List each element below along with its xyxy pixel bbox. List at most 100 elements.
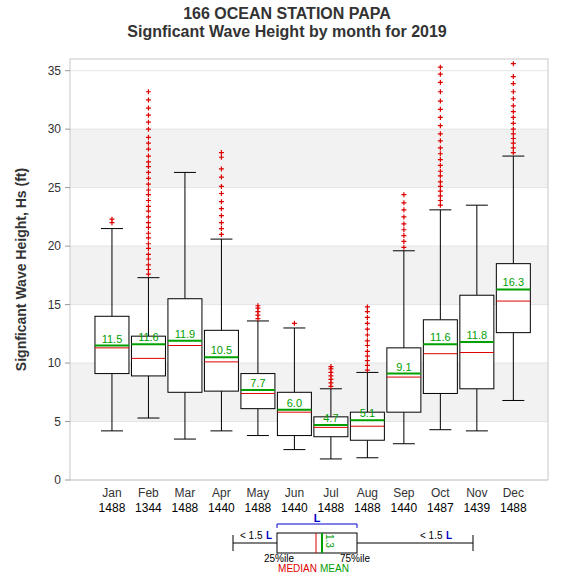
whisker-cap-low [174,439,196,440]
outlier [146,198,151,203]
whisker-low [513,333,514,401]
outlier [365,332,370,337]
whisker-high [513,156,514,264]
count-label: 1488 [245,501,272,515]
outlier [365,327,370,332]
mean [204,356,238,358]
outlier [438,203,443,208]
y-tick [65,421,70,422]
y-tick [65,187,70,188]
outlier [438,151,443,156]
outlier [146,252,151,257]
outlier [255,303,260,308]
whisker-cap-low [137,418,159,419]
mean-label: 16.3 [503,276,524,288]
mean [277,409,311,411]
outlier [511,121,516,126]
title: 166 OCEAN STATION PAPA [183,5,391,22]
outlier [219,150,224,155]
outlier [401,192,406,197]
whisker-high [221,239,222,330]
whisker-cap-high [101,228,123,229]
whisker-high [294,328,295,392]
x-tick-label: Jun [285,486,304,500]
count-label: 1488 [354,501,381,515]
box [460,295,494,389]
whisker-low [221,391,222,431]
key-mean-sample: 1.3 [324,534,335,548]
box [204,330,238,391]
outlier [365,343,370,348]
mean-label: 9.1 [396,361,411,373]
key-whisker [357,543,473,544]
outlier [401,245,406,250]
outlier [146,272,151,277]
outlier [146,97,151,102]
whisker-low [330,437,331,459]
whisker-cap-low [210,430,232,431]
y-tick [65,70,70,71]
outlier [146,256,151,261]
mean [496,288,530,290]
mean [387,373,421,375]
whisker-cap-low [283,449,305,450]
x-tick-label: Dec [503,486,524,500]
outlier [146,141,151,146]
count-label: 1440 [208,501,235,515]
mean-label: 5.1 [360,407,375,419]
x-tick-label: Mar [175,486,196,500]
whisker-cap-high [502,156,524,157]
outlier [401,214,406,219]
outlier [511,74,516,79]
x-tick-label: Jan [102,486,121,500]
x-tick-label: Apr [212,486,231,500]
outlier [146,262,151,267]
outlier [219,213,224,218]
outlier [219,199,224,204]
outlier [401,233,406,238]
outlier [146,159,151,164]
outlier [146,235,151,240]
whisker-high [257,321,258,374]
median [95,347,129,348]
outlier [146,176,151,181]
outlier [146,164,151,169]
y-tick-label: 20 [48,239,62,253]
count-label: 1488 [318,501,345,515]
y-tick [65,363,70,364]
outlier [219,226,224,231]
outlier [146,192,151,197]
outlier [438,89,443,94]
mean [95,345,129,347]
grid-line [70,70,548,71]
outlier [438,163,443,168]
outlier [146,147,151,152]
outlier [401,227,406,232]
grid-band [70,129,548,187]
mean-label: 11.6 [138,331,159,343]
outlier [401,200,406,205]
key-whisker-text: < 1.5 [420,530,443,541]
outlier [292,321,297,326]
mean-label: 7.7 [250,377,265,389]
outlier [438,173,443,178]
whisker-cap-high [283,327,305,328]
outlier [438,198,443,203]
y-tick-label: 35 [48,64,62,78]
y-tick [65,304,70,305]
grid-line [70,129,548,130]
whisker-cap-low [466,430,488,431]
count-label: 1488 [172,501,199,515]
key-cap [233,535,234,551]
median [423,353,457,354]
outlier [511,109,516,114]
plot-frame [70,59,548,480]
outlier [146,209,151,214]
y-tick [65,480,70,481]
outlier [146,135,151,140]
whisker-low [257,409,258,436]
median [387,377,421,378]
marks [95,61,530,459]
key-iqr-bracket [277,524,357,528]
whisker-cap-high [174,172,196,173]
